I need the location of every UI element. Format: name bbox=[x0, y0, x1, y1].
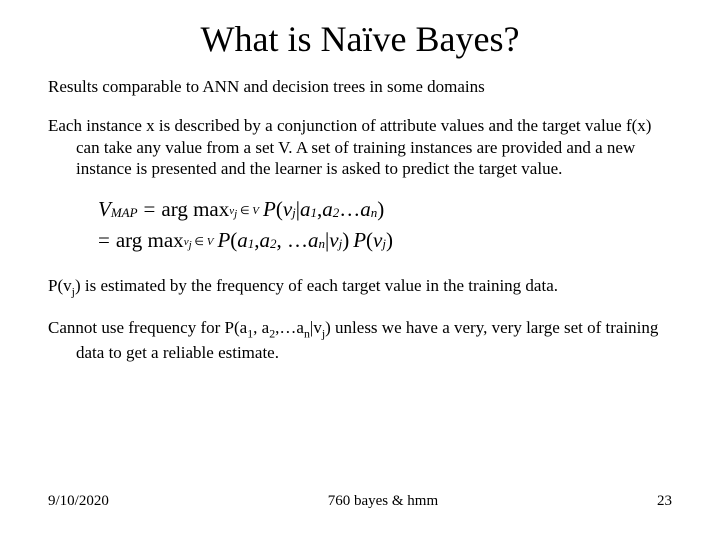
formula-c2: , … bbox=[277, 228, 309, 253]
formula-argmax-1: arg max bbox=[161, 197, 229, 222]
formula-argmax-sub-1: vj ∈ V bbox=[229, 204, 259, 220]
footer-page: 23 bbox=[657, 493, 672, 510]
formula-v-3: v bbox=[373, 228, 382, 253]
formula-close-3: ) bbox=[386, 228, 393, 253]
formula-an-2: a bbox=[308, 228, 319, 253]
formula-argmax-2: arg max bbox=[116, 228, 184, 253]
formula-P-2: P bbox=[217, 228, 230, 253]
paragraph-2: Each instance x is described by a conjun… bbox=[48, 115, 672, 179]
formula-an: a bbox=[360, 197, 371, 222]
formula-sub-2: 2 bbox=[333, 205, 340, 221]
formula-P-3: P bbox=[353, 228, 366, 253]
para3-post: ) is estimated by the frequency of each … bbox=[75, 276, 558, 295]
slide-title: What is Naïve Bayes? bbox=[48, 18, 672, 60]
slide-footer: 9/10/2020 760 bayes & hmm 23 bbox=[48, 493, 672, 510]
footer-date: 9/10/2020 bbox=[48, 493, 109, 510]
formula-P-1: P bbox=[263, 197, 276, 222]
formula-v-2: v bbox=[329, 228, 338, 253]
formula-j-1: j bbox=[292, 205, 296, 221]
formula-block: VMAP = arg maxvj ∈ V P(vj | a1, a2…an) =… bbox=[98, 197, 672, 253]
para4-pre: Cannot use frequency for P(a bbox=[48, 318, 247, 337]
argmax-set: V bbox=[252, 205, 259, 217]
formula-j-2: j bbox=[339, 236, 343, 252]
para4-mid3: |v bbox=[310, 318, 322, 337]
formula-sub-1-2: 1 bbox=[248, 236, 255, 252]
formula-close-2a: ) bbox=[342, 228, 349, 253]
formula-sub-1: 1 bbox=[311, 205, 318, 221]
formula-j-3: j bbox=[382, 236, 386, 252]
formula-line-1: VMAP = arg maxvj ∈ V P(vj | a1, a2…an) bbox=[98, 197, 672, 222]
formula-a2: a bbox=[322, 197, 333, 222]
paragraph-3: P(vj) is estimated by the frequency of e… bbox=[48, 275, 672, 299]
formula-argmax-sub-2: vj ∈ V bbox=[184, 235, 214, 251]
argmax-in: ∈ bbox=[237, 205, 252, 217]
formula-eq-1: = bbox=[144, 197, 156, 222]
formula-a1: a bbox=[300, 197, 311, 222]
formula-a1-2: a bbox=[237, 228, 248, 253]
para3-pre: P(v bbox=[48, 276, 72, 295]
formula-v-1: v bbox=[283, 197, 292, 222]
footer-center: 760 bayes & hmm bbox=[328, 493, 438, 510]
argmax-set-2: V bbox=[207, 236, 214, 248]
paragraph-1: Results comparable to ANN and decision t… bbox=[48, 76, 672, 97]
formula-line-2: = arg maxvj ∈ V P(a1, a2, …an | vj)P(vj) bbox=[98, 228, 672, 253]
paragraph-4: Cannot use frequency for P(a1, a2,…an|vj… bbox=[48, 317, 672, 363]
formula-dots-1: … bbox=[339, 197, 360, 222]
para4-mid1: , a bbox=[253, 318, 269, 337]
formula-lhs-sub: MAP bbox=[111, 205, 138, 221]
formula-a2-2: a bbox=[260, 228, 271, 253]
formula-close-1: ) bbox=[377, 197, 384, 222]
formula-sub-2-2: 2 bbox=[270, 236, 277, 252]
formula-eq-2: = bbox=[98, 228, 110, 253]
formula-sub-n: n bbox=[371, 205, 378, 221]
para4-mid2: ,…a bbox=[275, 318, 304, 337]
formula-open-1: ( bbox=[276, 197, 283, 222]
formula-sub-n-2: n bbox=[319, 236, 326, 252]
formula-lhs-var: V bbox=[98, 197, 111, 222]
argmax-in-2: ∈ bbox=[192, 236, 207, 248]
formula-open-2: ( bbox=[230, 228, 237, 253]
formula-open-3: ( bbox=[366, 228, 373, 253]
